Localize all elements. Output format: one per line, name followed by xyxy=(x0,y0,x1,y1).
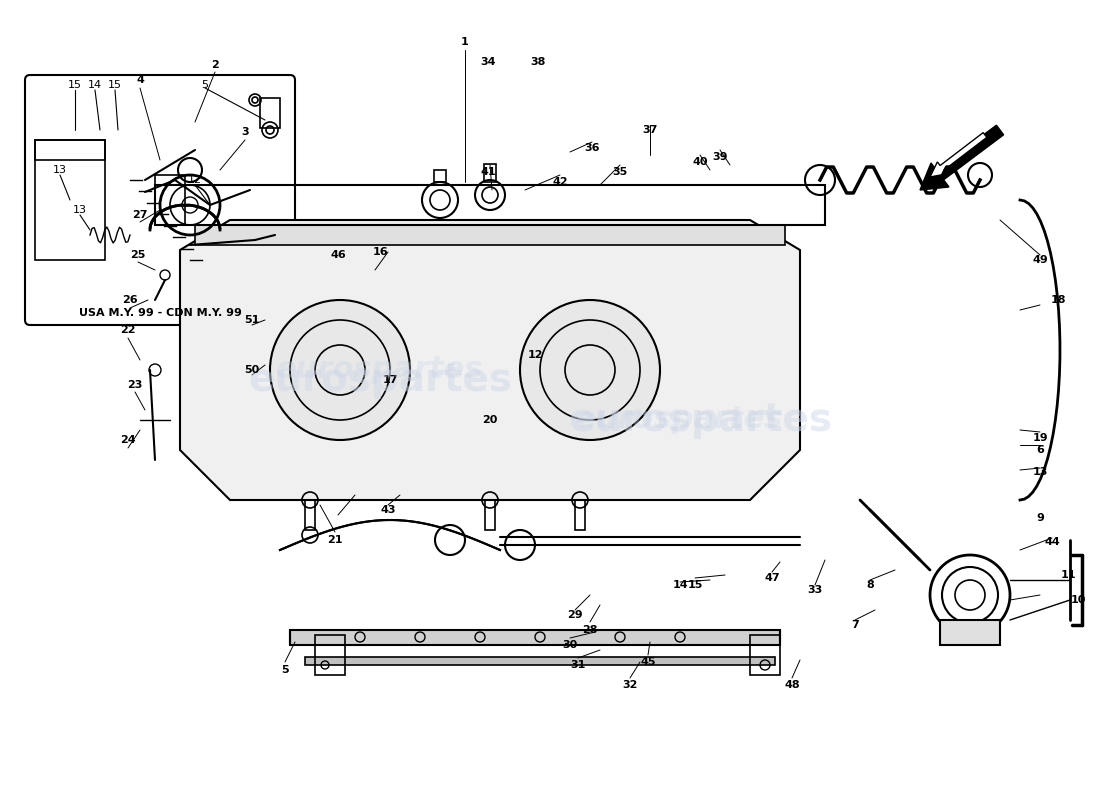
Text: 28: 28 xyxy=(582,625,597,635)
Text: eurospartes: eurospartes xyxy=(248,361,512,399)
Bar xyxy=(940,620,1000,645)
Text: 45: 45 xyxy=(640,657,656,667)
Text: 26: 26 xyxy=(122,295,138,305)
Text: 15: 15 xyxy=(68,80,82,90)
Text: 23: 23 xyxy=(128,380,143,390)
Text: 33: 33 xyxy=(807,585,823,595)
FancyArrow shape xyxy=(920,126,1003,190)
Text: 10: 10 xyxy=(1070,595,1086,605)
Bar xyxy=(575,500,585,530)
Text: 17: 17 xyxy=(383,375,398,385)
Text: 7: 7 xyxy=(851,620,859,630)
Bar xyxy=(155,175,185,225)
Text: 40: 40 xyxy=(692,157,707,167)
Text: 21: 21 xyxy=(328,535,343,545)
Text: 48: 48 xyxy=(784,680,800,690)
Bar xyxy=(315,635,345,675)
Text: 29: 29 xyxy=(568,610,583,620)
Text: 3: 3 xyxy=(241,127,249,137)
Text: 6: 6 xyxy=(1036,445,1044,455)
Text: 30: 30 xyxy=(562,640,578,650)
Text: 34: 34 xyxy=(481,57,496,67)
Text: 1: 1 xyxy=(461,37,469,47)
Text: 12: 12 xyxy=(527,350,542,360)
Text: 31: 31 xyxy=(570,660,585,670)
Text: 25: 25 xyxy=(130,250,145,260)
Text: 32: 32 xyxy=(623,680,638,690)
Text: 11: 11 xyxy=(1060,570,1076,580)
Text: 51: 51 xyxy=(244,315,260,325)
Bar xyxy=(290,630,780,645)
Bar xyxy=(750,635,780,675)
Text: 24: 24 xyxy=(120,435,135,445)
Bar xyxy=(195,225,785,245)
Text: 13: 13 xyxy=(1032,467,1047,477)
Text: 13: 13 xyxy=(73,205,87,215)
Text: 39: 39 xyxy=(713,152,728,162)
Text: 5: 5 xyxy=(201,80,209,90)
FancyBboxPatch shape xyxy=(25,75,295,325)
Bar xyxy=(35,140,104,260)
Text: 50: 50 xyxy=(244,365,260,375)
Text: 15: 15 xyxy=(688,580,703,590)
Text: 41: 41 xyxy=(481,167,496,177)
Text: 14: 14 xyxy=(672,580,688,590)
Text: 8: 8 xyxy=(866,580,873,590)
Text: 46: 46 xyxy=(330,250,345,260)
Bar xyxy=(155,185,825,225)
Text: eurospartes: eurospartes xyxy=(568,401,832,439)
Text: 38: 38 xyxy=(530,57,546,67)
Text: 14: 14 xyxy=(88,80,102,90)
Text: 49: 49 xyxy=(1032,255,1048,265)
Text: eurospartes: eurospartes xyxy=(576,406,783,434)
Bar xyxy=(484,164,496,182)
Text: 15: 15 xyxy=(108,80,122,90)
Polygon shape xyxy=(180,220,800,500)
Text: 12: 12 xyxy=(188,175,202,185)
Text: 36: 36 xyxy=(584,143,600,153)
Circle shape xyxy=(520,300,660,440)
Text: 19: 19 xyxy=(1032,433,1048,443)
Text: 16: 16 xyxy=(372,247,388,257)
Text: 5: 5 xyxy=(282,665,289,675)
Text: USA M.Y. 99 - CDN M.Y. 99: USA M.Y. 99 - CDN M.Y. 99 xyxy=(78,308,241,318)
Bar xyxy=(35,140,104,160)
Circle shape xyxy=(270,300,410,440)
Text: 2: 2 xyxy=(211,60,219,70)
FancyArrow shape xyxy=(930,133,987,177)
Text: 44: 44 xyxy=(1044,537,1060,547)
Text: 18: 18 xyxy=(1050,295,1066,305)
Text: 9: 9 xyxy=(1036,513,1044,523)
Text: 47: 47 xyxy=(764,573,780,583)
Text: 20: 20 xyxy=(482,415,497,425)
Text: 4: 4 xyxy=(136,75,144,85)
Text: 27: 27 xyxy=(132,210,147,220)
Text: 13: 13 xyxy=(53,165,67,175)
Text: 37: 37 xyxy=(642,125,658,135)
Bar xyxy=(305,657,776,665)
Text: 35: 35 xyxy=(613,167,628,177)
Bar xyxy=(485,500,495,530)
Text: eurospartes: eurospartes xyxy=(276,355,484,385)
Bar xyxy=(305,500,315,530)
Text: 42: 42 xyxy=(552,177,568,187)
Bar xyxy=(260,98,280,128)
Text: 22: 22 xyxy=(120,325,135,335)
Text: 43: 43 xyxy=(381,505,396,515)
Bar xyxy=(434,170,446,182)
